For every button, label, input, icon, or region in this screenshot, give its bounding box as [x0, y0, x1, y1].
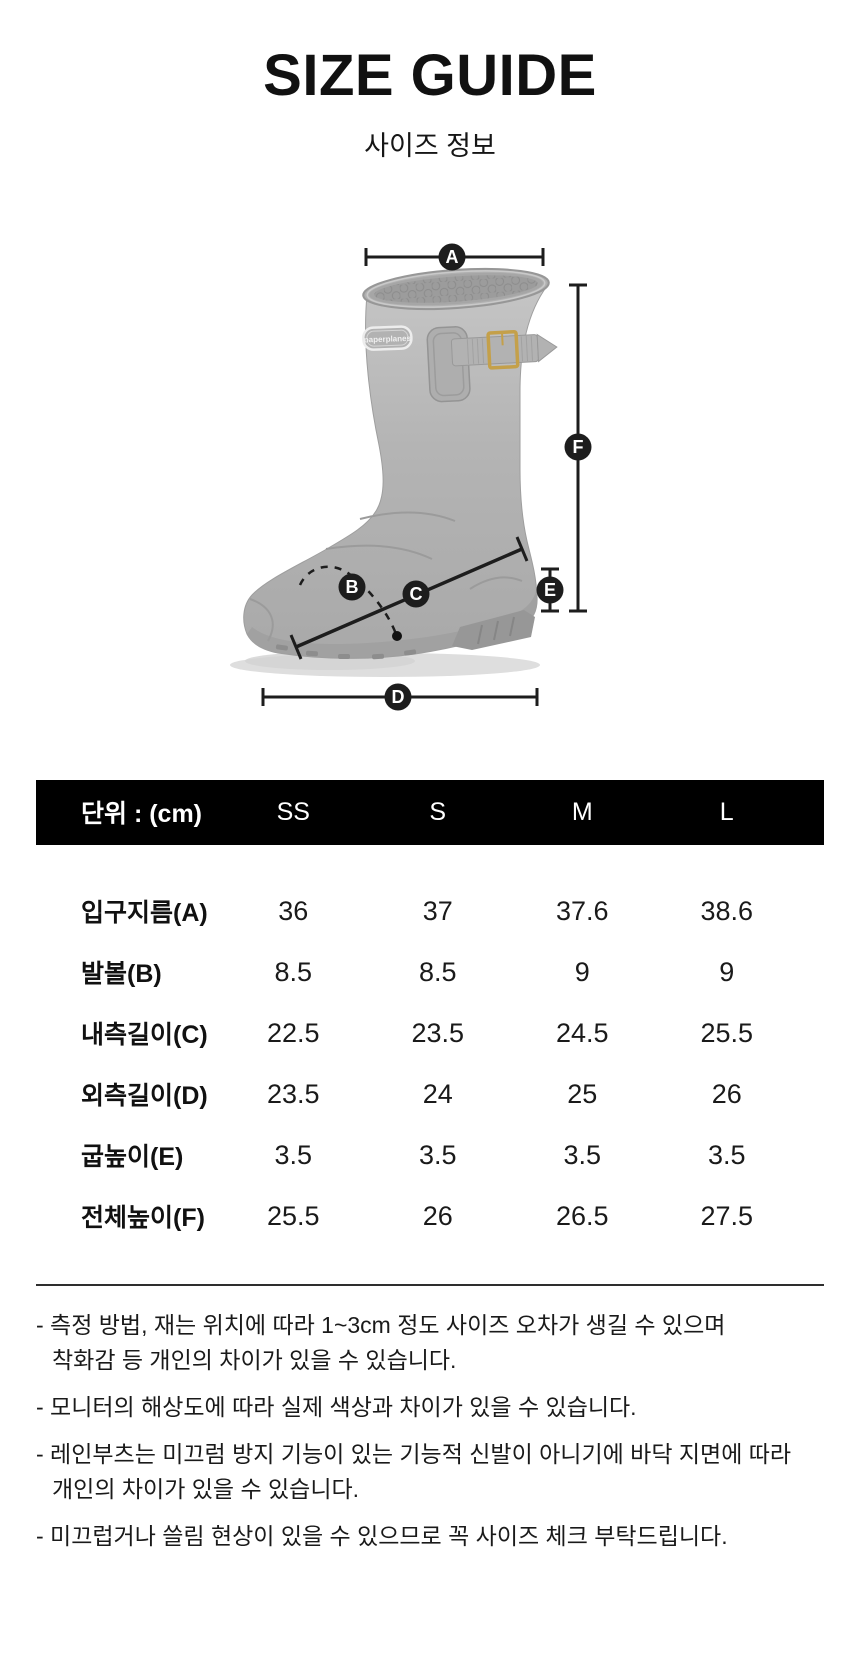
note-line: - 미끄럽거나 쓸림 현상이 있을 수 있으므로 꼭 사이즈 체크 부탁드립니다…	[36, 1522, 728, 1549]
marker-b: B	[338, 573, 366, 601]
note-line: - 모니터의 해상도에 따라 실제 색상과 차이가 있을 수 있습니다.	[36, 1393, 637, 1420]
size-table-header-row: 단위 : (cm) SS S M L	[36, 779, 824, 845]
measurement-label: 발볼(B)	[81, 960, 162, 989]
size-column-header: S	[429, 797, 447, 826]
note-line: - 레인부츠는 미끄럼 방지 기능이 있는 기능적 신발이 아니기에 바닥 지면…	[36, 1440, 792, 1467]
size-value: 37.6	[555, 895, 609, 926]
measurement-values: 22.5 23.5 24.5 25.5	[221, 1018, 799, 1049]
size-column-header: L	[719, 797, 734, 826]
size-value: 24.5	[555, 1017, 609, 1048]
size-value: 3.5	[274, 1139, 313, 1170]
size-value: 3.5	[707, 1139, 746, 1170]
svg-text:F: F	[573, 437, 584, 457]
marker-f: F	[564, 433, 592, 461]
size-value: 26.5	[555, 1200, 609, 1231]
measurement-label: 외측길이(D)	[81, 1082, 208, 1111]
svg-text:B: B	[346, 577, 359, 597]
size-value: 25	[567, 1078, 598, 1109]
note-item: - 측정 방법, 재는 위치에 따라 1~3cm 정도 사이즈 오차가 생길 수…	[36, 1308, 824, 1378]
size-table: 단위 : (cm) SS S M L 입구지름(A) 36 37 37.6 38.6 발볼(…	[36, 779, 824, 1247]
measure-b-endpoint-dot	[392, 630, 402, 641]
size-column-header: SS	[276, 797, 310, 826]
boot-measurement-diagram: paperplanes	[0, 197, 860, 717]
note-item: - 레인부츠는 미끄럼 방지 기능이 있는 기능적 신발이 아니기에 바닥 지면…	[36, 1437, 824, 1507]
sole-treads	[275, 644, 417, 660]
measurement-label: 전체높이(F)	[81, 1204, 205, 1233]
size-table-body: 입구지름(A) 36 37 37.6 38.6 발볼(B) 8.5 8.5 9 9 내측길이…	[36, 845, 824, 1247]
page-subtitle: 사이즈 정보	[364, 130, 496, 161]
marker-d: D	[384, 683, 412, 711]
size-value: 36	[278, 895, 309, 926]
size-table-row: 굽높이(E) 3.5 3.5 3.5 3.5	[36, 1125, 824, 1186]
note-item: - 미끄럽거나 쓸림 현상이 있을 수 있으므로 꼭 사이즈 체크 부탁드립니다…	[36, 1519, 824, 1554]
marker-e: E	[536, 576, 564, 604]
size-value: 27.5	[700, 1200, 754, 1231]
marker-a: A	[438, 243, 466, 271]
measurement-label: 내측길이(C)	[81, 1021, 208, 1050]
size-value: 8.5	[274, 956, 313, 987]
size-value: 37	[422, 895, 453, 926]
size-value: 24	[422, 1078, 453, 1109]
measurement-label: 입구지름(A)	[81, 899, 208, 928]
size-table-row: 발볼(B) 8.5 8.5 9 9	[36, 942, 824, 1003]
svg-text:E: E	[544, 580, 556, 600]
note-item: - 모니터의 해상도에 따라 실제 색상과 차이가 있을 수 있습니다.	[36, 1390, 824, 1425]
svg-text:D: D	[392, 687, 405, 707]
size-column-header: M	[571, 797, 593, 826]
size-value: 8.5	[418, 956, 457, 987]
heel-tread-groove	[493, 620, 499, 641]
note-line: 착화감 등 개인의 차이가 있을 수 있습니다.	[52, 1346, 457, 1373]
measurement-values: 23.5 24 25 26	[221, 1079, 799, 1110]
brand-badge-label: paperplanes	[364, 334, 412, 345]
brand-badge: paperplanes	[362, 325, 413, 351]
size-value: 26	[422, 1200, 453, 1231]
measurement-values: 25.5 26 26.5 27.5	[221, 1201, 799, 1232]
svg-text:C: C	[410, 584, 423, 604]
svg-text:A: A	[446, 247, 459, 267]
size-table-row: 입구지름(A) 36 37 37.6 38.6	[36, 881, 824, 942]
heel-tread-groove	[477, 624, 483, 645]
boot-strap	[426, 325, 558, 403]
size-table-row: 외측길이(D) 23.5 24 25 26	[36, 1064, 824, 1125]
measurement-label: 굽높이(E)	[81, 1143, 184, 1172]
size-value: 3.5	[563, 1139, 602, 1170]
measurement-values: 36 37 37.6 38.6	[221, 896, 799, 927]
size-value: 38.6	[700, 895, 754, 926]
measurement-markers: A B C D E F	[338, 243, 592, 711]
unit-label: 단위 : (cm)	[81, 800, 203, 829]
size-value: 23.5	[411, 1017, 465, 1048]
size-value: 3.5	[418, 1139, 457, 1170]
size-table-row: 내측길이(C) 22.5 23.5 24.5 25.5	[36, 1003, 824, 1064]
size-value: 25.5	[700, 1017, 754, 1048]
page-title: SIZE GUIDE	[263, 43, 597, 108]
note-line: 개인의 차이가 있을 수 있습니다.	[52, 1475, 360, 1502]
size-guide-page: SIZE GUIDE 사이즈 정보	[0, 43, 860, 1661]
size-value: 9	[719, 956, 735, 987]
note-line: - 측정 방법, 재는 위치에 따라 1~3cm 정도 사이즈 오차가 생길 수…	[36, 1311, 726, 1338]
boot-illustration: paperplanes	[230, 243, 592, 711]
notes-section: - 측정 방법, 재는 위치에 따라 1~3cm 정도 사이즈 오차가 생길 수…	[36, 1308, 824, 1554]
measurement-values: 8.5 8.5 9 9	[221, 957, 799, 988]
insole-honeycomb-texture	[374, 275, 538, 303]
size-value: 23.5	[266, 1078, 320, 1109]
size-table-row: 전체높이(F) 25.5 26 26.5 27.5	[36, 1186, 824, 1247]
boot-opening	[362, 267, 550, 310]
notes-divider	[36, 1283, 824, 1286]
size-value: 25.5	[266, 1200, 320, 1231]
size-column-headers: SS S M L	[221, 798, 799, 827]
marker-c: C	[402, 580, 430, 608]
heel-tread-groove	[509, 616, 515, 637]
measurement-values: 3.5 3.5 3.5 3.5	[221, 1140, 799, 1171]
size-value: 9	[574, 956, 590, 987]
size-value: 26	[711, 1078, 742, 1109]
boot-seams	[249, 511, 523, 642]
size-value: 22.5	[266, 1017, 320, 1048]
